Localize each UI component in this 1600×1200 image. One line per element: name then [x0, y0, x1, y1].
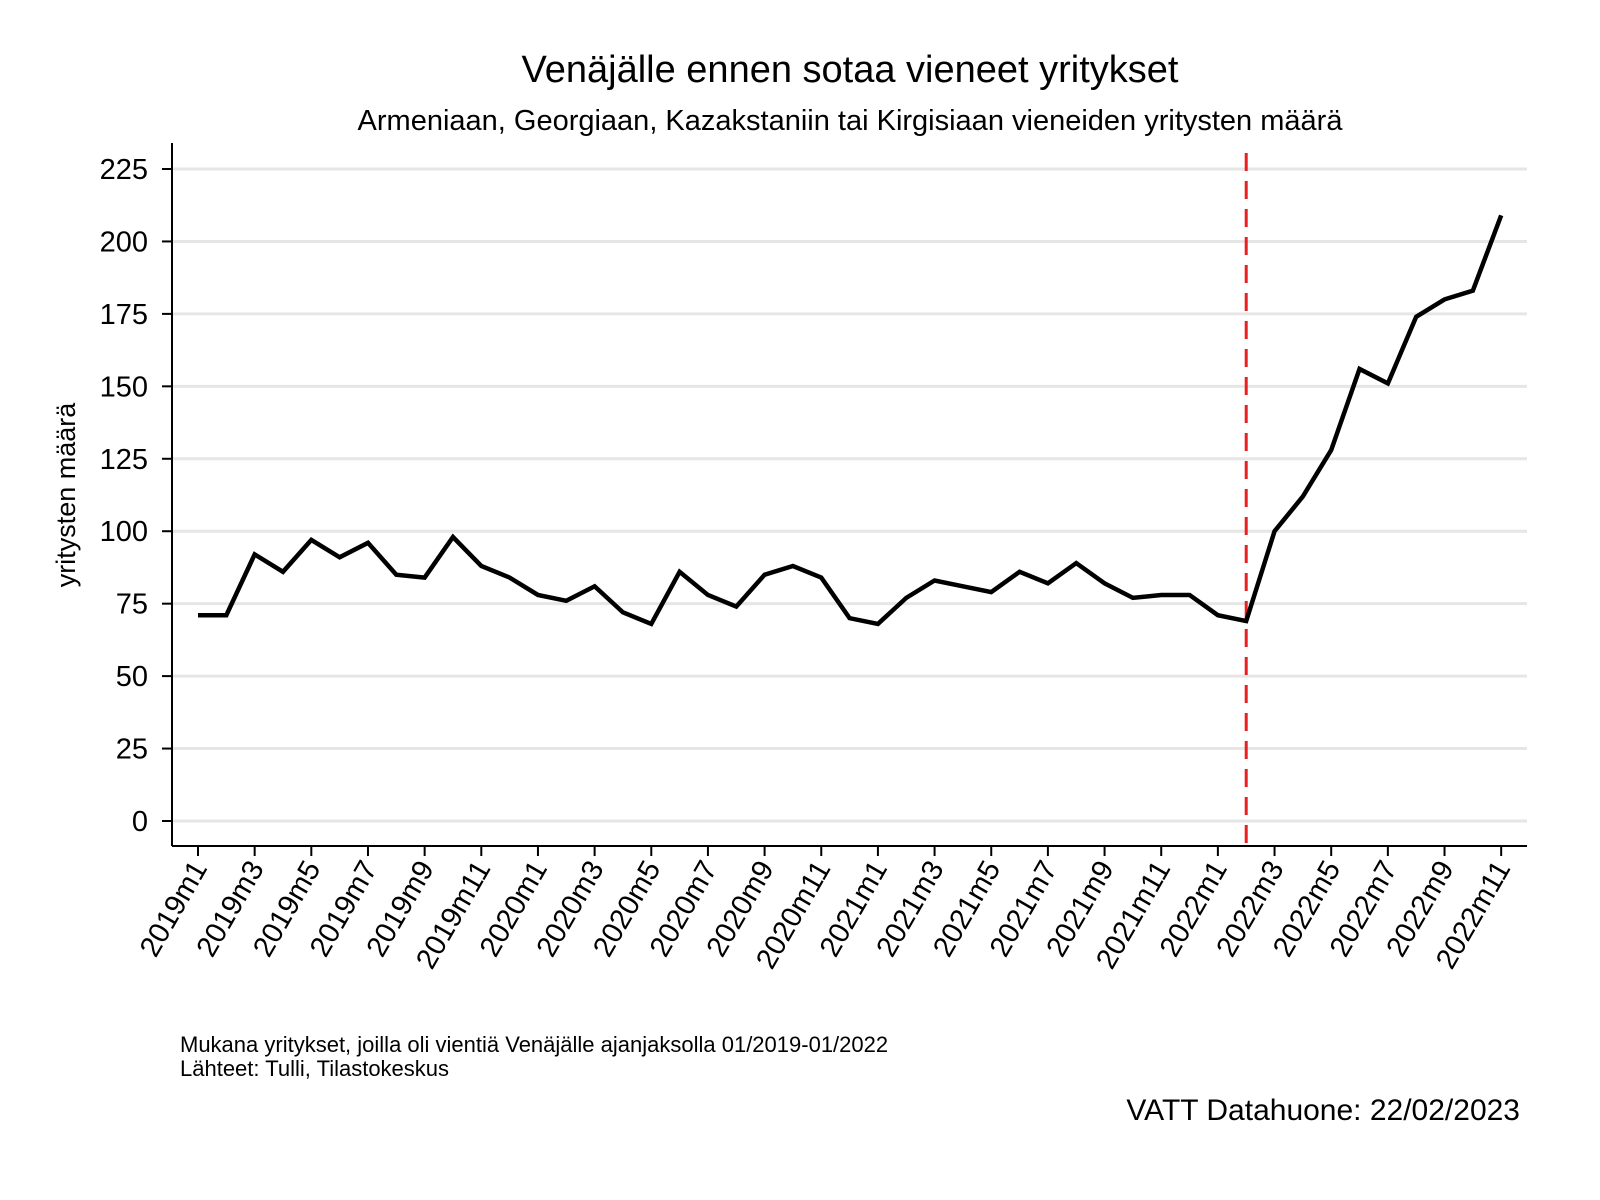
y-tick-label: 50: [116, 661, 148, 693]
y-tick-label: 75: [116, 589, 148, 621]
series-line: [198, 214, 1504, 627]
chart-subtitle: Armeniaan, Georgiaan, Kazakstaniin tai K…: [358, 105, 1344, 137]
y-tick-label: 0: [132, 806, 148, 838]
chart-title: Venäjälle ennen sotaa vieneet yritykset: [522, 49, 1179, 91]
y-tick-label: 100: [100, 516, 148, 548]
note-line-2: Lähteet: Tulli, Tilastokeskus: [180, 1056, 449, 1081]
note-line-1: Mukana yritykset, joilla oli vientiä Ven…: [180, 1032, 888, 1057]
y-tick-label: 200: [100, 226, 148, 258]
y-tick-label: 150: [100, 371, 148, 403]
y-tick-label: 175: [100, 299, 148, 331]
credit: VATT Datahuone: 22/02/2023: [1126, 1094, 1520, 1127]
y-tick-label: 225: [100, 154, 148, 186]
y-tick-label: 25: [116, 734, 148, 766]
y-axis-label: yritysten määrä: [51, 402, 81, 588]
y-tick-label: 125: [100, 444, 148, 476]
